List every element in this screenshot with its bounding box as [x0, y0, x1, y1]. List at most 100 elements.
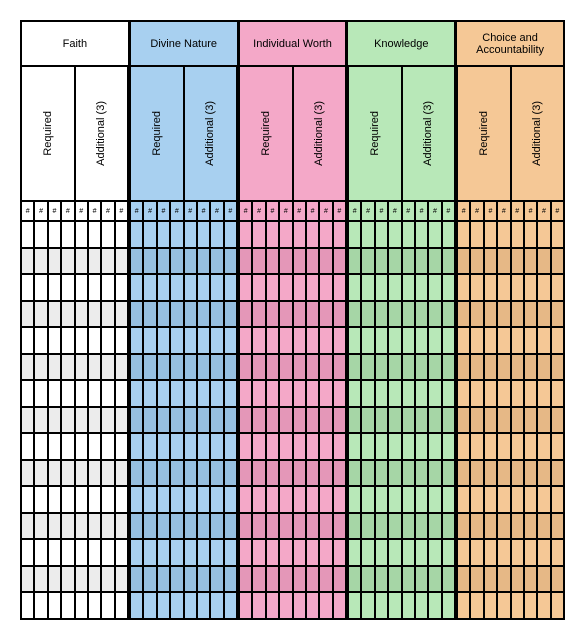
grid-cell	[115, 380, 128, 407]
grid-cell	[306, 407, 319, 434]
grid-cell	[484, 433, 497, 460]
grid-cell	[319, 327, 332, 354]
grid-cell	[524, 380, 537, 407]
grid-cell	[333, 380, 346, 407]
grid-cell	[184, 248, 197, 275]
grid-cell	[210, 380, 223, 407]
grid-cell	[497, 327, 510, 354]
hash-header-cell: #	[34, 201, 47, 221]
grid-cell	[115, 460, 128, 487]
grid-cell	[143, 433, 156, 460]
grid-cell	[61, 274, 74, 301]
grid-cell	[319, 274, 332, 301]
grid-cell	[157, 301, 170, 328]
subcolumn-label: Required	[42, 111, 54, 156]
grid-cell	[279, 433, 292, 460]
grid-cell	[293, 513, 306, 540]
grid-cell	[101, 407, 114, 434]
grid-cell	[34, 274, 47, 301]
grid-cell	[375, 248, 388, 275]
hash-header-cell: #	[239, 201, 252, 221]
grid-cell	[388, 248, 401, 275]
grid-cell	[319, 566, 332, 593]
subcolumn-label: Additional (3)	[313, 101, 325, 166]
grid-cell	[428, 592, 441, 619]
grid-cell	[470, 433, 483, 460]
grid-cell	[484, 274, 497, 301]
grid-cell	[239, 460, 252, 487]
grid-cell	[197, 248, 210, 275]
grid-cell	[524, 327, 537, 354]
grid-cell	[143, 407, 156, 434]
grid-cell	[470, 460, 483, 487]
grid-cell	[266, 539, 279, 566]
grid-cell	[157, 327, 170, 354]
grid-cell	[115, 486, 128, 513]
grid-cell	[21, 380, 34, 407]
subcolumn-label: Additional (3)	[531, 101, 543, 166]
grid-cell	[130, 274, 143, 301]
grid-cell	[197, 274, 210, 301]
grid-cell	[333, 327, 346, 354]
grid-cell	[319, 221, 332, 248]
grid-cell	[415, 380, 428, 407]
grid-cell	[551, 433, 564, 460]
grid-cell	[239, 221, 252, 248]
grid-cell	[497, 301, 510, 328]
grid-cell	[470, 407, 483, 434]
grid-cell	[319, 380, 332, 407]
grid-cell	[442, 327, 455, 354]
grid-cell	[34, 327, 47, 354]
grid-cell	[130, 301, 143, 328]
grid-cell	[348, 539, 361, 566]
grid-cell	[170, 354, 183, 381]
grid-cell	[157, 407, 170, 434]
grid-cell	[428, 539, 441, 566]
hash-header-cell: #	[266, 201, 279, 221]
grid-cell	[197, 592, 210, 619]
grid-cell	[88, 433, 101, 460]
grid-cell	[101, 513, 114, 540]
grid-cell	[361, 327, 374, 354]
grid-cell	[75, 327, 88, 354]
grid-cell	[457, 221, 470, 248]
grid-cell	[197, 380, 210, 407]
grid-cell	[442, 354, 455, 381]
grid-cell	[252, 248, 265, 275]
grid-cell	[210, 592, 223, 619]
grid-cell	[88, 460, 101, 487]
grid-cell	[34, 486, 47, 513]
grid-cell	[470, 566, 483, 593]
hash-header-cell: #	[48, 201, 61, 221]
grid-cell	[293, 486, 306, 513]
grid-cell	[252, 221, 265, 248]
hash-header-cell: #	[524, 201, 537, 221]
hash-header-cell: #	[279, 201, 292, 221]
grid-cell	[484, 301, 497, 328]
grid-cell	[21, 539, 34, 566]
hash-header-cell: #	[306, 201, 319, 221]
grid-cell	[511, 486, 524, 513]
hash-header-cell: #	[457, 201, 470, 221]
grid-cell	[511, 354, 524, 381]
grid-row	[21, 486, 564, 513]
hash-header-cell: #	[388, 201, 401, 221]
subcolumn-label: Additional (3)	[422, 101, 434, 166]
grid-cell	[75, 539, 88, 566]
grid-cell	[524, 433, 537, 460]
hash-header-cell: #	[75, 201, 88, 221]
grid-cell	[484, 513, 497, 540]
grid-cell	[88, 327, 101, 354]
grid-cell	[388, 274, 401, 301]
grid-cell	[224, 301, 237, 328]
grid-cell	[143, 221, 156, 248]
grid-cell	[470, 327, 483, 354]
hash-header-cell: #	[252, 201, 265, 221]
grid-cell	[266, 433, 279, 460]
grid-cell	[224, 513, 237, 540]
grid-cell	[402, 327, 415, 354]
grid-cell	[75, 248, 88, 275]
grid-cell	[170, 221, 183, 248]
grid-cell	[319, 354, 332, 381]
hash-header-cell: #	[402, 201, 415, 221]
